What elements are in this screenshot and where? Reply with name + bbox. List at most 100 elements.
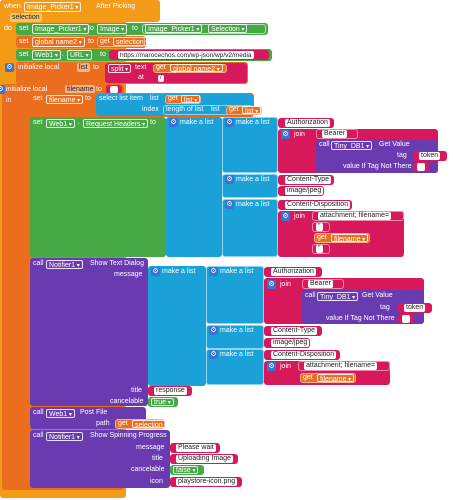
web1-dropdown[interactable]: Web1: [32, 50, 61, 60]
playstore-icon-string[interactable]: playstore-icon.png: [176, 478, 238, 486]
message-label: message: [114, 271, 143, 278]
false-dropdown[interactable]: false: [173, 466, 199, 474]
filename-dropdown[interactable]: filename: [331, 234, 369, 243]
web1-dropdown[interactable]: Web1: [46, 119, 75, 128]
call-label: call: [33, 260, 44, 267]
authorization-string[interactable]: Authorization: [285, 119, 330, 127]
tinydb-dropdown[interactable]: Tiny_DB1: [331, 141, 373, 150]
set-web1-request-headers-block[interactable]: [30, 117, 166, 257]
mutator-gear-icon[interactable]: ⚙: [209, 326, 218, 335]
selection-dropdown[interactable]: selection: [113, 37, 152, 46]
response-string[interactable]: response: [154, 387, 187, 395]
list-label: list: [150, 95, 159, 102]
image-picker-selection-getter[interactable]: [142, 24, 266, 34]
get-label: get: [317, 234, 327, 241]
make-a-list-label: make a list: [220, 351, 254, 358]
title-label: title: [152, 455, 163, 462]
global-name2-dropdown[interactable]: global name2: [32, 37, 85, 47]
bearer-string[interactable]: Bearer: [322, 130, 348, 138]
url-string[interactable]: https://marocechos.com/wp-json/wp/v2/med…: [118, 51, 254, 59]
mutator-gear-icon[interactable]: ⚙: [281, 130, 290, 139]
content-type-string[interactable]: Content-Type: [285, 176, 332, 184]
selection-param[interactable]: selection: [10, 13, 42, 22]
uploading-image-string[interactable]: Uploading Image: [176, 455, 233, 463]
make-a-list-label: make a list: [236, 176, 270, 183]
content-disposition-string[interactable]: Content-Disposition: [285, 201, 351, 209]
event-component-dropdown[interactable]: Image_Picker1: [24, 2, 82, 12]
authorization-string[interactable]: Authorization: [271, 268, 316, 276]
mutator-gear-icon[interactable]: ⚙: [5, 63, 14, 72]
get-label: get: [118, 420, 128, 427]
at-separator-string[interactable]: /: [158, 75, 164, 82]
to-label: to: [96, 86, 102, 93]
set-label: set: [33, 119, 43, 126]
list-dropdown[interactable]: list: [181, 95, 201, 104]
mutator-gear-icon[interactable]: ⚙: [267, 362, 276, 371]
tag-label: tag: [397, 152, 407, 159]
to-label: to: [88, 25, 94, 32]
tinydb-dropdown[interactable]: Tiny_DB1: [317, 292, 359, 301]
mutator-gear-icon[interactable]: ⚙: [209, 350, 218, 359]
empty-string[interactable]: [110, 86, 118, 93]
attachment-filename-string[interactable]: attachment; filename=: [318, 212, 392, 220]
mutator-gear-icon[interactable]: ⚙: [209, 267, 218, 276]
filename-dropdown[interactable]: filename: [46, 95, 84, 104]
make-a-list-label: make a list: [236, 119, 270, 126]
global-name2-dropdown[interactable]: global name2: [170, 64, 223, 73]
to-label: to: [88, 38, 94, 45]
attachment-filename-string[interactable]: attachment; filename=: [304, 362, 378, 370]
mutator-gear-icon[interactable]: ⚙: [151, 267, 160, 276]
s1-prop-dropdown[interactable]: Image: [97, 24, 128, 34]
mutator-gear-icon[interactable]: ⚙: [225, 200, 234, 209]
do-label: do: [4, 25, 12, 32]
empty-string[interactable]: [402, 315, 410, 323]
filename-dropdown[interactable]: filename: [317, 374, 355, 383]
outer-make-a-list-block[interactable]: [166, 117, 222, 257]
mutator-gear-icon[interactable]: ⚙: [0, 85, 5, 94]
join-label: join: [280, 281, 291, 288]
quote-string-2[interactable]: ": [316, 245, 323, 253]
true-dropdown[interactable]: true: [151, 398, 174, 406]
set-label: set: [33, 95, 43, 102]
mutator-gear-icon[interactable]: ⚙: [267, 280, 276, 289]
content-disposition-string[interactable]: Content-Disposition: [271, 351, 337, 359]
image-jpeg-string[interactable]: image/jpeg: [285, 187, 324, 195]
set-label: set: [19, 25, 29, 32]
local-filename-name[interactable]: filename: [65, 85, 96, 94]
s1-component-dropdown[interactable]: Image_Picker1: [32, 24, 90, 34]
mutator-gear-icon[interactable]: ⚙: [225, 175, 234, 184]
list-dropdown[interactable]: list: [242, 106, 262, 115]
rhs-component-dropdown[interactable]: Image_Picker1: [145, 24, 203, 33]
at-text-block[interactable]: [152, 74, 178, 83]
make-a-list-label: make a list: [180, 119, 214, 126]
quote-string[interactable]: ": [316, 223, 323, 231]
make-a-list-label: make a list: [236, 201, 270, 208]
please-wait-string[interactable]: Please wait: [176, 444, 216, 452]
web1-dropdown[interactable]: Web1: [46, 409, 75, 418]
local-list-name[interactable]: list: [77, 63, 90, 72]
notifier1-dropdown[interactable]: Notifier1: [46, 432, 83, 441]
value-if-tag-not-there-label: value If Tag Not There: [343, 163, 412, 170]
token-string[interactable]: token: [419, 152, 441, 160]
to-label: to: [93, 64, 99, 71]
selection-dropdown[interactable]: selection: [132, 420, 171, 429]
call-label: call: [305, 292, 316, 299]
notifier1-dropdown[interactable]: Notifier1: [46, 260, 83, 269]
notifier-show-text-dialog-block[interactable]: [30, 258, 148, 406]
to-label: to: [150, 119, 156, 126]
outer-make-a-list-block[interactable]: [148, 266, 206, 386]
mutator-gear-icon[interactable]: ⚙: [225, 118, 234, 127]
mutator-gear-icon[interactable]: ⚙: [169, 118, 178, 127]
value-if-tag-not-there-label: value If Tag Not There: [326, 315, 395, 322]
content-type-string[interactable]: Content-Type: [271, 327, 318, 335]
url-dropdown[interactable]: URL: [67, 50, 92, 60]
empty-string[interactable]: [417, 163, 425, 171]
mutator-gear-icon[interactable]: ⚙: [281, 212, 290, 221]
bearer-string[interactable]: Bearer: [308, 280, 334, 288]
request-headers-dropdown[interactable]: Request Headers: [83, 119, 149, 128]
token-string[interactable]: token: [404, 304, 426, 312]
image-jpeg-string[interactable]: image/jpeg: [271, 339, 310, 347]
cancelable-label: cancelable: [110, 398, 144, 405]
split-dropdown[interactable]: split: [108, 64, 132, 73]
rhs-prop-dropdown[interactable]: Selection: [208, 24, 248, 33]
